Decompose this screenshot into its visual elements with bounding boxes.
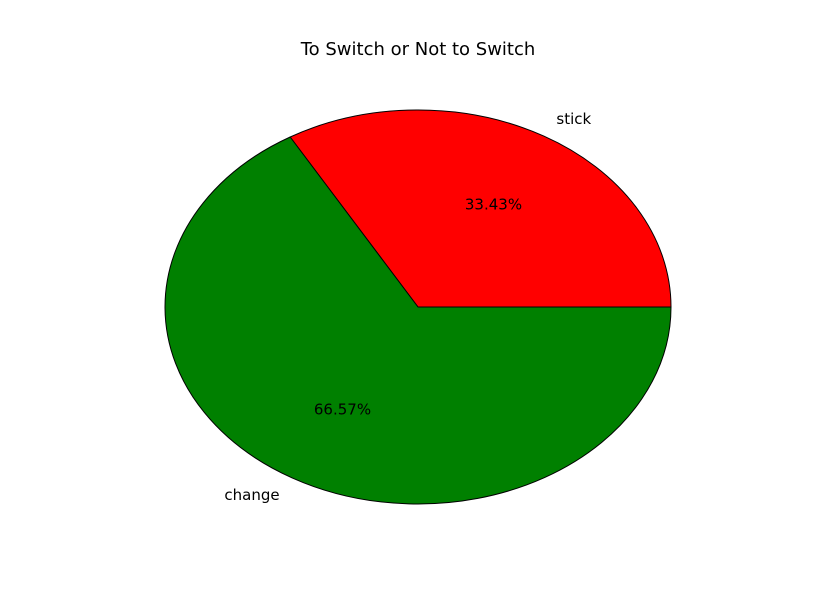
slice-label-change: change: [224, 486, 279, 504]
slice-percent-stick: 33.43%: [465, 195, 522, 213]
pie-slice-change: [164, 136, 672, 505]
slice-percent-change: 66.57%: [314, 401, 371, 419]
pie-slice-stick: [289, 109, 672, 308]
pie-labels: stick 33.43% change 66.57%: [224, 110, 591, 504]
chart-title: To Switch or Not to Switch: [300, 39, 536, 60]
slice-label-stick: stick: [556, 110, 591, 128]
pie-wedges: [164, 109, 672, 505]
